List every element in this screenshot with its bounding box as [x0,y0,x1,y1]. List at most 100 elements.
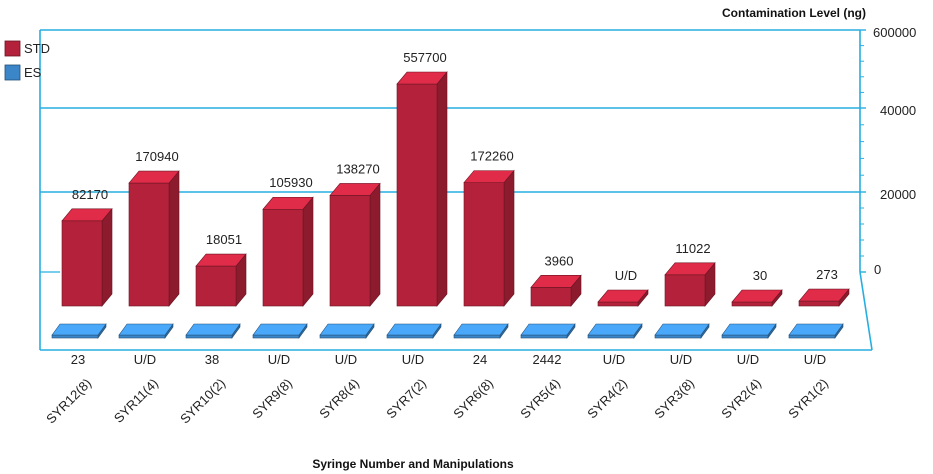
bar-std [530,274,582,307]
x-tick-label: SYR8(4) [316,376,362,422]
y-tick-label: 40000 [880,103,916,118]
bar-front-face [185,334,233,339]
x-tick-label: SYR3(8) [651,376,697,422]
x-tick-label: SYR5(4) [517,376,563,422]
legend-label: STD [24,41,50,56]
bar-es [386,323,442,339]
bar-front-face [252,334,300,339]
x-tick-label: SYR1(2) [785,376,831,422]
bar-top-face [118,323,174,336]
y-axis-title: Contamination Level (ng) [722,6,866,20]
bar-front-face [597,301,639,307]
bar-front-face [51,334,99,339]
data-label-es: U/D [804,352,826,367]
data-label-es: 38 [205,352,219,367]
bar-top-face [386,323,442,336]
bar-top-face [463,170,515,183]
bar-front-face [788,334,836,339]
data-label-es: 2442 [533,352,562,367]
bar-front-face [453,334,501,339]
data-label-es: U/D [268,352,290,367]
legend-swatch [4,40,21,57]
bar-front-face [386,334,434,339]
bar-top-face [664,262,716,276]
bar-top-face [520,323,576,336]
bar-front-face [118,334,166,339]
bar-top-face [597,289,649,303]
bar-top-face [530,274,582,288]
bar-top-face [185,323,241,336]
bar-top-face [61,208,113,222]
data-label-es: 23 [71,352,85,367]
data-label-es: U/D [402,352,424,367]
bar-top-face [195,253,247,267]
data-label-std: 3960 [545,253,574,268]
data-label-std: 18051 [206,232,242,247]
bar-side-face [369,182,381,307]
data-label-std: 138270 [336,161,379,176]
bar-front-face [329,195,371,307]
bar-top-face [453,323,509,336]
bar-es [453,323,509,339]
data-label-es: U/D [335,352,357,367]
bar-top-face [262,196,314,210]
data-label-es: U/D [603,352,625,367]
bar-front-face [262,208,304,307]
bar-front-face [530,286,572,307]
bar-top-face [587,323,643,336]
bar-std [597,289,649,307]
data-label-std: U/D [615,268,637,283]
x-tick-label: SYR4(2) [584,376,630,422]
x-tick-label: SYR11(4) [111,376,161,426]
x-axis-title: Syringe Number and Manipulations [312,457,514,471]
bar-front-face [731,301,773,307]
bar-std [798,288,850,307]
bar-es [788,323,844,339]
data-label-std: 11022 [675,241,710,256]
bar-es [721,323,777,339]
bar-side-face [503,169,515,307]
bar-front-face [61,220,103,307]
bar-front-face [520,334,568,339]
bar-std [329,182,381,307]
x-tick-label: SYR10(2) [177,376,228,427]
data-label-es: U/D [737,352,759,367]
bar-front-face [195,265,237,307]
bar-side-face [168,170,180,307]
bar-front-face [721,334,769,339]
bar-es [185,323,241,339]
bar-es [51,323,107,339]
bar-std [664,261,716,307]
bar-top-face [319,323,375,336]
data-label-std: 273 [816,267,838,282]
bar-es [587,323,643,339]
bar-front-face [654,334,702,339]
data-label-es: U/D [134,352,156,367]
data-label-es: 24 [473,352,487,367]
data-label-es: U/D [670,352,692,367]
bar-std [396,71,448,307]
data-label-std: 170940 [135,149,178,164]
y-tick-label: 0 [874,262,881,277]
bar-top-face [51,323,107,336]
bar-top-face [721,323,777,336]
bar-side-face [302,196,314,307]
x-tick-label: SYR9(8) [249,376,295,422]
bar-side-face [101,207,113,307]
bar-es [319,323,375,339]
x-tick-label: SYR12(8) [43,376,94,427]
bar-top-face [731,289,783,303]
bar-top-face [798,288,850,302]
bar-es [654,323,710,339]
bar-front-face [463,182,505,307]
bar-front-face [128,182,170,307]
bar-front-face [798,300,840,307]
data-label-std: 82170 [72,187,108,202]
bar-std [61,207,113,307]
bar-front-face [664,274,706,307]
x-tick-label: SYR2(4) [718,376,764,422]
data-label-std: 105930 [269,175,312,190]
legend-swatch [4,64,21,81]
bar-top-face [654,323,710,336]
